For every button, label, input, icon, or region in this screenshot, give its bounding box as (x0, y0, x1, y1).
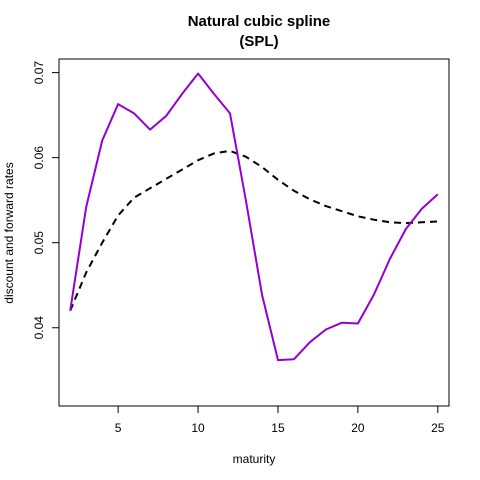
x-axis: 5 10 15 20 25 (115, 405, 445, 435)
x-tick-label: 20 (351, 421, 365, 435)
y-tick-label: 0.06 (32, 146, 46, 170)
y-tick-label: 0.04 (32, 316, 46, 340)
x-tick-label: 10 (191, 421, 205, 435)
y-axis-label: discount and forward rates (2, 162, 16, 303)
chart-title-line-1: Natural cubic spline (188, 13, 331, 30)
x-tick-label: 5 (115, 421, 122, 435)
chart-title-line-2: (SPL) (239, 33, 278, 50)
x-tick-label: 25 (431, 421, 445, 435)
series-line-solid (69, 72, 439, 362)
y-axis: 0.04 0.05 0.06 0.07 (32, 61, 60, 340)
plot-frame (58, 58, 450, 407)
x-tick-label: 15 (271, 421, 285, 435)
y-tick-label: 0.07 (32, 61, 46, 85)
series-line-dashed (69, 149, 438, 312)
y-tick-label: 0.05 (32, 231, 46, 255)
series-layer (69, 72, 439, 362)
x-axis-label: maturity (233, 452, 276, 466)
